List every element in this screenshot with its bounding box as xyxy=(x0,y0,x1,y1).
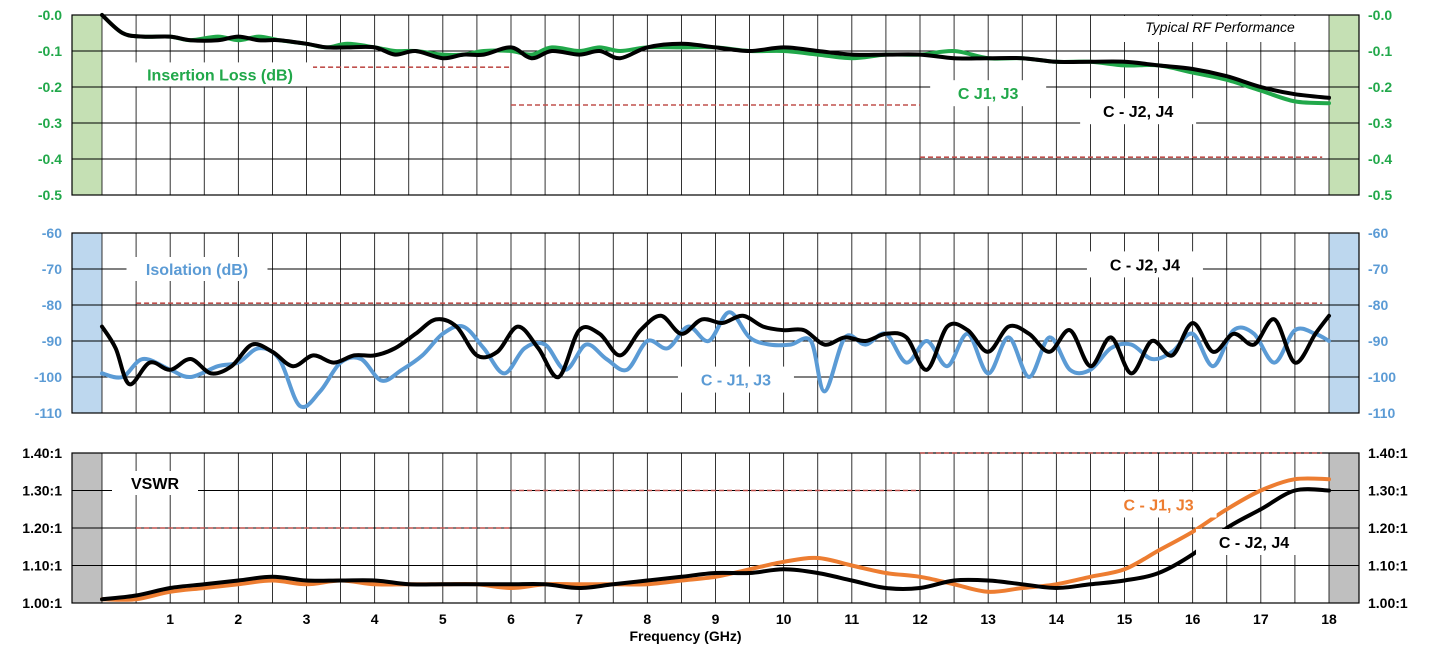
left-band xyxy=(72,233,102,413)
x-tick-label: 9 xyxy=(712,611,720,627)
left-band xyxy=(72,15,102,195)
series-label: C - J2, J4 xyxy=(1219,535,1289,552)
y-tick-label-left: -100 xyxy=(34,369,62,385)
y-tick-label-left: -0.5 xyxy=(38,187,62,203)
x-tick-label: 1 xyxy=(166,611,174,627)
series-label: C - J2, J4 xyxy=(1110,257,1180,274)
y-tick-label-left: 1.00:1 xyxy=(22,595,62,611)
series-label: C J1, J3 xyxy=(958,86,1019,103)
y-tick-label-left: -0.2 xyxy=(38,79,62,95)
x-tick-label: 2 xyxy=(234,611,242,627)
panel-label-bg xyxy=(126,257,268,281)
x-tick-label: 18 xyxy=(1321,611,1337,627)
series-line-orange xyxy=(100,476,1331,602)
plot-frame xyxy=(71,14,1360,196)
series-line-black xyxy=(100,13,1331,100)
y-tick-label-right: -90 xyxy=(1368,333,1388,349)
series-label-bg xyxy=(1080,98,1197,125)
x-tick-label: 10 xyxy=(776,611,792,627)
plot-frame xyxy=(71,452,1360,604)
panel-y-label: VSWR xyxy=(131,476,179,493)
y-tick-label-right: -0.1 xyxy=(1368,43,1392,59)
y-tick-label-right: -80 xyxy=(1368,297,1388,313)
series-line-black xyxy=(100,487,1331,602)
series-label-bg xyxy=(1100,491,1217,518)
y-tick-label-right: -100 xyxy=(1368,369,1396,385)
y-tick-label-left: -80 xyxy=(42,297,62,313)
panel-y-label: Isolation (dB) xyxy=(146,262,248,279)
y-tick-label-right: -60 xyxy=(1368,225,1388,241)
x-tick-label: 17 xyxy=(1253,611,1269,627)
y-tick-label-right: -0.4 xyxy=(1368,151,1392,167)
x-tick-label: 14 xyxy=(1049,611,1065,627)
series-line-black xyxy=(100,313,1331,387)
y-tick-label-left: -0.3 xyxy=(38,115,62,131)
x-tick-label: 5 xyxy=(439,611,447,627)
chart-annotation: Typical RF Performance xyxy=(1145,19,1295,35)
y-tick-label-left: -70 xyxy=(42,261,62,277)
plot-frame xyxy=(71,232,1360,414)
x-tick-label: 4 xyxy=(371,611,379,627)
panel-label-bg xyxy=(127,62,313,87)
series-label: C - J1, J3 xyxy=(701,373,771,390)
right-band xyxy=(1329,233,1359,413)
x-axis-title: Frequency (GHz) xyxy=(629,628,741,644)
y-tick-label-left: -110 xyxy=(35,405,62,421)
x-tick-label: 15 xyxy=(1117,611,1133,627)
y-tick-label-left: -0.4 xyxy=(38,151,62,167)
x-tick-label: 11 xyxy=(844,611,859,627)
y-tick-label-left: 1.10:1 xyxy=(22,558,62,574)
y-tick-label-right: -0.3 xyxy=(1368,115,1392,131)
x-tick-label: 8 xyxy=(643,611,651,627)
series-label-bg xyxy=(930,80,1047,107)
y-tick-label-right: 1.40:1 xyxy=(1368,445,1408,461)
x-tick-label: 6 xyxy=(507,611,515,627)
y-tick-label-left: -60 xyxy=(42,225,62,241)
y-tick-label-right: 1.30:1 xyxy=(1368,483,1408,499)
y-tick-label-right: -110 xyxy=(1368,405,1395,421)
y-tick-label-left: -0.0 xyxy=(38,7,62,23)
right-band xyxy=(1329,15,1359,195)
x-tick-label: 16 xyxy=(1185,611,1201,627)
y-tick-label-right: -0.2 xyxy=(1368,79,1392,95)
y-tick-label-right: -0.0 xyxy=(1368,7,1392,23)
annotation-bg xyxy=(1122,16,1322,42)
y-tick-label-left: 1.40:1 xyxy=(22,445,62,461)
y-tick-label-right: 1.10:1 xyxy=(1368,558,1408,574)
y-tick-label-left: 1.20:1 xyxy=(22,520,62,536)
x-tick-label: 7 xyxy=(575,611,583,627)
panel-y-label: Insertion Loss (dB) xyxy=(147,67,293,84)
y-tick-label-right: 1.20:1 xyxy=(1368,520,1408,536)
y-tick-label-right: 1.00:1 xyxy=(1368,595,1408,611)
y-tick-label-left: 1.30:1 xyxy=(22,483,62,499)
series-line-blue xyxy=(100,310,1331,410)
x-tick-label: 13 xyxy=(980,611,996,627)
series-label-bg xyxy=(1086,251,1203,278)
series-label: C - J1, J3 xyxy=(1123,498,1193,515)
series-label: C - J2, J4 xyxy=(1103,104,1173,121)
y-tick-label-left: -90 xyxy=(42,333,62,349)
series-label-bg xyxy=(677,366,794,393)
y-tick-label-right: -0.5 xyxy=(1368,187,1392,203)
y-tick-label-right: -70 xyxy=(1368,261,1388,277)
x-tick-label: 12 xyxy=(912,611,928,627)
x-tick-label: 3 xyxy=(303,611,311,627)
series-label-bg xyxy=(1196,529,1313,555)
y-tick-label-left: -0.1 xyxy=(38,43,62,59)
panel-label-bg xyxy=(112,471,198,495)
